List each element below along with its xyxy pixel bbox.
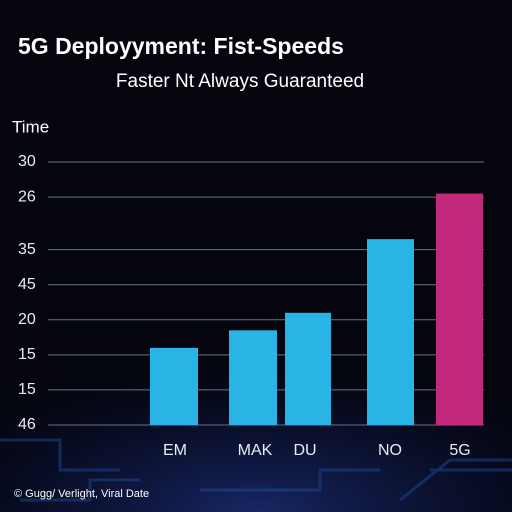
y-tick-label: 35 <box>18 241 36 258</box>
bar <box>367 239 414 425</box>
bar <box>229 330 277 425</box>
footer: © Gugg/ Verlight, Viral Date <box>14 488 149 500</box>
chart-title: 5G Deployyment: Fist-Speeds <box>18 33 344 59</box>
bar <box>285 312 331 425</box>
y-axis-label: Time <box>12 117 49 136</box>
bar <box>436 193 483 425</box>
y-tick-label: 30 <box>18 153 36 170</box>
y-tick-label: 45 <box>18 276 36 293</box>
x-tick-label: MAK <box>238 442 273 459</box>
y-tick-label: 15 <box>18 346 36 363</box>
y-tick-label: 46 <box>18 416 36 433</box>
y-tick-label: 26 <box>18 188 36 205</box>
x-tick-label: NO <box>378 442 402 459</box>
x-tick-label: 5G <box>449 442 470 459</box>
x-tick-label: DU <box>293 442 316 459</box>
circuit-decoration <box>0 438 512 502</box>
y-tick-label: 15 <box>18 381 36 398</box>
y-tick-label: 20 <box>18 311 36 328</box>
x-tick-label: EM <box>163 442 187 459</box>
bar <box>150 347 198 425</box>
chart-subtitle: Faster Nt Always Guaranteed <box>116 71 364 92</box>
